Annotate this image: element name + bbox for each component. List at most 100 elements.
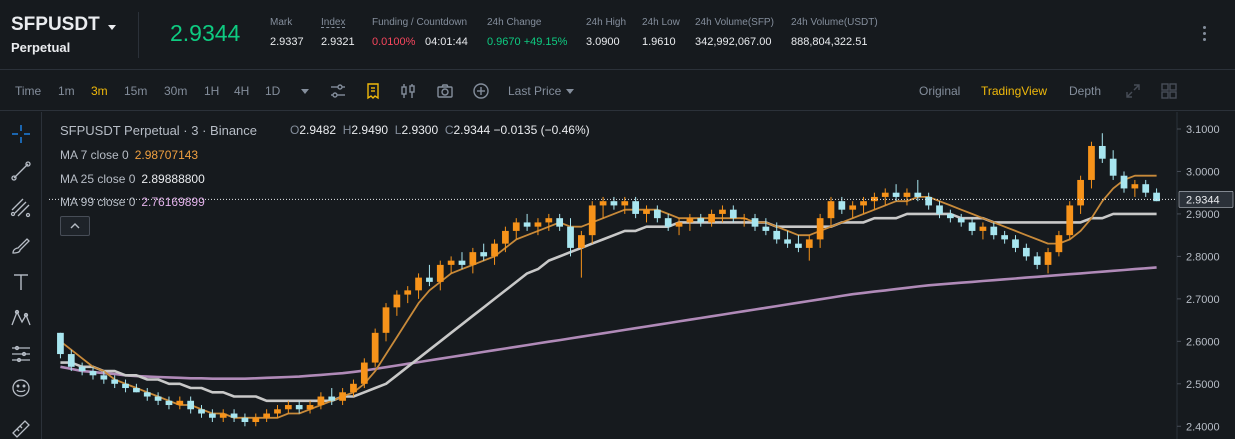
funding-rate: 0.0100% [372,36,416,48]
interval-1m[interactable]: 1m [58,84,75,98]
symbol-name[interactable]: SFPUSDT [11,14,100,35]
indicator-settings-icon[interactable] [329,82,347,100]
mark-label: Mark [270,17,293,28]
high-value: 3.0900 [586,36,620,48]
candle-body [360,362,368,384]
candle-body [1077,179,1084,206]
funding-label: Funding / Countdown [372,17,468,28]
emoji-icon[interactable] [9,376,33,400]
price-chart[interactable]: 3.1000 3.0000 2.9000 2.8000 2.7000 2.6000 2.50… [43,112,1235,439]
candle-body [599,201,607,206]
ma25-line [60,212,1157,403]
interval-1h[interactable]: 1H [204,84,220,98]
candle-body [165,400,173,406]
text-icon[interactable] [9,270,33,294]
candle-body [1109,158,1117,176]
collapse-legend-button[interactable] [60,216,90,236]
grid-layout-icon[interactable] [1160,82,1178,100]
candle-body [89,371,97,376]
candle-body [284,405,292,410]
trend-line-icon[interactable] [9,159,33,183]
candlestick-chart-canvas[interactable]: 3.1000 3.0000 2.9000 2.8000 2.7000 2.6000 2.50… [43,112,1235,439]
candle-body [795,243,802,248]
ruler-icon[interactable] [9,417,33,439]
candle-body [78,366,86,372]
candle-body [556,218,564,227]
low-value: 1.9610 [642,36,676,48]
candle-body [512,222,520,231]
view-depth[interactable]: Depth [1069,84,1102,98]
candle-body [491,243,498,257]
ma7-legend[interactable]: MA 7 close 0 2.98707143 [60,148,198,162]
candle-body [957,218,965,223]
chart-legend-title: SFPUSDT Perpetual · 3 · Binance [60,123,258,138]
index-value: 2.9321 [321,36,355,48]
interval-dropdown-icon[interactable] [301,89,309,94]
candle-body [339,392,346,401]
candle-body [653,209,661,219]
candle-body [947,213,954,219]
candle-body [588,205,596,236]
measure-icon[interactable] [9,342,33,366]
candle-body [1012,239,1019,248]
candle-body [371,332,379,363]
screenshot-icon[interactable] [436,82,454,100]
interval-30m[interactable]: 30m [164,84,188,98]
brush-icon[interactable] [9,233,33,257]
candle-body [827,201,835,219]
candle-body [100,375,108,380]
candle-body [534,222,542,227]
candle-body [263,413,270,418]
candle-body [1098,145,1106,159]
candle-body [317,396,325,406]
crosshair-icon[interactable] [9,122,33,146]
add-icon[interactable] [472,82,490,100]
candle-body [382,307,390,333]
ma25-legend[interactable]: MA 25 close 0 2.89888800 [60,172,205,186]
fib-tool-icon[interactable] [9,196,33,220]
candle-body [458,260,466,265]
interval-1d[interactable]: 1D [265,84,281,98]
candle-body [219,413,227,418]
change-label: 24h Change [487,17,542,28]
ma99-legend[interactable]: MA 99 close 0 2.76169899 [60,195,205,209]
candle-body [881,192,889,197]
price-type-select[interactable]: Last Price [508,84,562,98]
ohlc-low: 2.9300 [401,123,439,137]
candle-body [784,239,791,244]
candle-body [578,235,585,248]
candle-body [664,218,672,227]
candle-body [816,218,824,240]
candle-body [838,201,846,210]
candle-body [610,201,618,206]
candle-body [1120,175,1128,189]
index-label[interactable]: Index [321,17,346,28]
ma7-value: 2.98707143 [134,148,199,162]
time-label[interactable]: Time [15,84,42,98]
interval-15m[interactable]: 15m [124,84,148,98]
candle-body [751,218,759,227]
chevron-up-icon [70,223,80,229]
price-type-dropdown-icon[interactable] [566,89,574,94]
symbol-dropdown-icon[interactable] [108,25,116,30]
candle-body [632,201,639,214]
candle-body [393,294,401,308]
interval-3m[interactable]: 3m [91,84,108,98]
last-price-tag-box [1178,191,1234,208]
candle-body [545,218,553,223]
fullscreen-icon[interactable] [1124,82,1142,100]
candle-body [849,205,857,210]
indicators-icon[interactable] [364,82,382,100]
candle-body [502,230,509,244]
candle-body [914,192,922,197]
pattern-icon[interactable] [9,306,33,330]
candle-body [469,252,477,265]
candle-body [719,209,726,214]
view-original[interactable]: Original [919,84,961,98]
volume-sfp-label: 24h Volume(SFP) [695,17,774,28]
interval-4h[interactable]: 4H [234,84,250,98]
more-options-icon[interactable] [1203,26,1207,42]
view-tradingview[interactable]: TradingView [981,84,1048,98]
chart-type-icon[interactable] [399,82,417,100]
candle-body [1055,235,1063,253]
